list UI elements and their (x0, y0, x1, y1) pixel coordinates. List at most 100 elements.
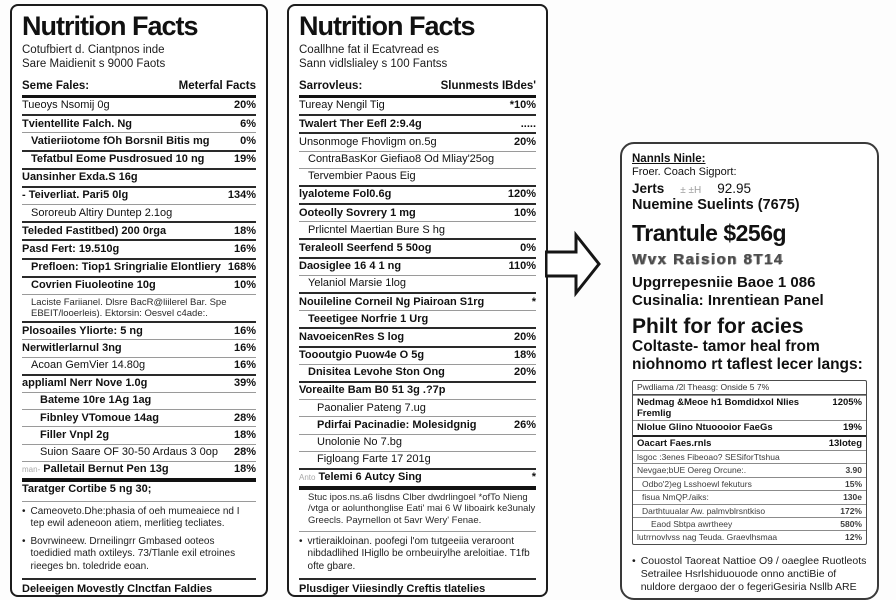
row-label: Anto Telemi 6 Autcy Sing (299, 471, 422, 484)
bullet-text: vrtieraikloinan. poofegi l'om tutgeeiia … (307, 535, 530, 572)
row-label: Oacart Faes.rnls (637, 437, 712, 449)
row-label: Odbo'2)eg Lsshoewl fekuturs (642, 478, 752, 489)
row-value: 18% (233, 428, 256, 441)
nutrient-row: NavoeicenRes S log 20% (299, 327, 536, 345)
nutrient-row: Unolonie No 7.bg (299, 433, 536, 451)
label-subtitle: Cotufbiert d. Ciantpnos inde (22, 43, 165, 56)
nutrient-row: Nouileline Corneil Ng Piairoan S1rg * (299, 292, 536, 310)
nutrient-row: Pasd Fert: 19.510g 16% (22, 239, 256, 257)
header-right: Slunmests IBdes' (440, 79, 536, 92)
row-label: Pwdliama /2l Theasg: Onside 5 7% (637, 382, 770, 393)
label-subtitle: Sann vidlslialey s 100 Fantss (299, 58, 448, 71)
transform-arrow-icon (545, 230, 601, 298)
row-label: Uansinher Exda.S 16g (22, 171, 138, 184)
label-title: Nutrition Facts (299, 11, 476, 41)
row-value: 16% (233, 324, 256, 337)
row-label: Tefatbul Eome Pusdrosued 10 ng (31, 153, 205, 166)
label-footer: Deleeigen Movestly Clnctfan Faldies Insk… (22, 578, 256, 595)
row-label: Tureay Nengil Tig (299, 99, 385, 112)
bullet-item: • vrtieraikloinan. poofegi l'om tutgeeiia… (299, 536, 536, 573)
nutrient-row: lutrrnovlvss nag Teuda. Graevlhsmaa 12% (633, 530, 866, 543)
row-label: Toooutgio Puow4e O 5g (299, 349, 425, 362)
bullet-marker: • (632, 554, 636, 567)
row-value: * (531, 295, 536, 308)
nutrient-row: Teraleoll Seerfend 5 50og 0% (299, 238, 536, 256)
nutrient-row: Teeetigee Norfrie 1 Urg (299, 310, 536, 327)
row-label: Tervembier Paous Eig (308, 170, 416, 183)
nutrient-row: Tervembier Paous Eig (299, 167, 536, 185)
nutrition-label-middle: Nutrition Facts Coallhne fat il Ecatvrea… (287, 4, 548, 597)
nutrient-row: Prefloen: Tiop1 Sringrialie Elontliery 16… (22, 257, 256, 276)
row-label: Teeetigee Norfrie 1 Urg (308, 312, 429, 325)
row-value: 10% (513, 206, 536, 219)
row-label: Filler Vnpl 2g (40, 428, 110, 441)
bullet-text: Cameoveto.Dhe:phasia of oeh mumeaiece nd… (30, 506, 240, 530)
row-value: 0% (240, 134, 256, 147)
nutrient-row: Yelaniol Marsie 1log (299, 274, 536, 292)
nutrient-row: Ooteolly Sovrery 1 mg 10% (299, 203, 536, 221)
nutrient-row: lsgoc :3enes Fibeoao? SESiforTtshua (633, 450, 866, 463)
nutrient-rows: Tueoys Nsomij 0g 20% Tvientellite Falch. N… (22, 98, 256, 498)
row-value: 18% (233, 463, 256, 476)
raision-distressed-line: Wvx Raision 8T14 (632, 251, 784, 268)
row-value: 16% (233, 242, 256, 255)
label-header-row: Sarrovleus: Slunmests IBdes' (299, 78, 536, 98)
row-label: lutrrnovlvss nag Teuda. Graevlhsmaa (637, 532, 778, 543)
bullet-item: • Bovrwineew. Drneilingrr Gmbased ooteos … (22, 536, 256, 573)
nutrient-row: Figloang Farte 17 201g (299, 450, 536, 468)
nutrient-row: Daosiglee 16 4 1 ng 110% (299, 256, 536, 275)
bullet-text: Couostol Taoreat Nattioe O9 / oaeglee Ru… (640, 554, 867, 593)
nutrient-row: Paonalier Pateng 7.ug (299, 399, 536, 416)
row-label: Prefloen: Tiop1 Sringrialie Elontliery (31, 261, 221, 274)
faint-prefix: Anto (299, 473, 316, 483)
nutrient-row: Pwdliama /2l Theasg: Onside 5 7% (633, 381, 866, 395)
row-value: ..... (520, 117, 536, 130)
nutrient-row: Fibnley VTomoue 14ag 28% (22, 409, 256, 426)
nutrient-row: Stuc ipos.ns.a6 lisdns Clber dwdrlingoel… (299, 486, 536, 528)
row-value: 28% (233, 446, 256, 458)
row-value: 20% (513, 135, 536, 148)
row-label: Dnisitea Levohe Ston Ong (308, 366, 445, 379)
row-label: NavoeicenRes S log (299, 330, 405, 343)
row-label: Tueoys Nsomij 0g (22, 99, 110, 112)
row-label: Vatieriiotome fOh Borsnil Bitis mg (31, 134, 210, 147)
row-label: Nlolue Glino Ntuoooior FaeGs (637, 422, 773, 434)
row-value: 26% (513, 418, 536, 431)
jerts-line: Jerts ± ±H 92.95 (632, 181, 867, 196)
row-label: appliaml Nerr Nove 1.0g (22, 377, 148, 390)
nutrient-rows: Tureay Nengil Tig * 10% Twalert Ther Eefl 2… (299, 98, 536, 528)
suelints-line: Nuemine Suelints (7675) (632, 197, 800, 213)
row-value: 6% (240, 117, 256, 130)
support-line: Froer. Coach Sigport: (632, 166, 737, 178)
row-value: 20% (513, 366, 536, 379)
nutrient-row: Covrien Fiuoleotine 10g 10% (22, 275, 256, 294)
nutrient-row: - Teiverliat. Pari5 0lg 134% (22, 185, 256, 204)
row-label: Ooteolly Sovrery 1 mg (299, 206, 416, 219)
nutrient-row: Acoan GemVier 14.80g 16% (22, 356, 256, 374)
row-value: 12% (844, 532, 862, 543)
row-label: ContraBasKor Giefiao8 Od Mliay'25og (308, 153, 495, 166)
row-value: 39% (233, 377, 256, 390)
row-label: Suion Saare OF 30-50 Ardaus 3 0op (40, 446, 218, 458)
nutrient-row: appliaml Nerr Nove 1.0g 39% (22, 373, 256, 392)
footnote-bullets: • vrtieraikloinan. poofegi l'om tutgeeiia… (299, 530, 536, 578)
row-value: 18% (233, 224, 256, 237)
row-label: Teraleoll Seerfend 5 50og (299, 241, 432, 254)
row-value: 130e (843, 492, 862, 503)
nutrient-row: man- Palletail Bernut Pen 13g 18% (22, 460, 256, 478)
row-label: Daosiglee 16 4 1 ng (299, 260, 402, 273)
row-label: Twalert Ther Eefl 2:9.4g (299, 117, 422, 130)
nutrient-row: Plosoailes Yliorte: 5 ng 16% (22, 321, 256, 339)
bullet-item: • Cameoveto.Dhe:phasia of oeh mumeaiece n… (22, 506, 256, 531)
label-subtitle: Sare Maidienit s 9000 Faots (22, 58, 166, 71)
row-value: 120% (507, 188, 536, 201)
row-label: Fibnley VTomoue 14ag (40, 411, 159, 424)
jerts-value: 92.95 (717, 181, 752, 196)
coltaste-line: Coltaste- tamor heal from (632, 338, 820, 356)
row-label: Nevgae;bUE Oereg Orcune:. (637, 465, 747, 476)
nutrient-row: Dnisitea Levohe Ston Ong 20% (299, 363, 536, 381)
row-value: 16% (233, 341, 256, 354)
nutrient-row: lyaloteme Fol0.6g 120% (299, 184, 536, 203)
nutrient-row: Tefatbul Eome Pusdrosued 10 ng 19% (22, 149, 256, 168)
